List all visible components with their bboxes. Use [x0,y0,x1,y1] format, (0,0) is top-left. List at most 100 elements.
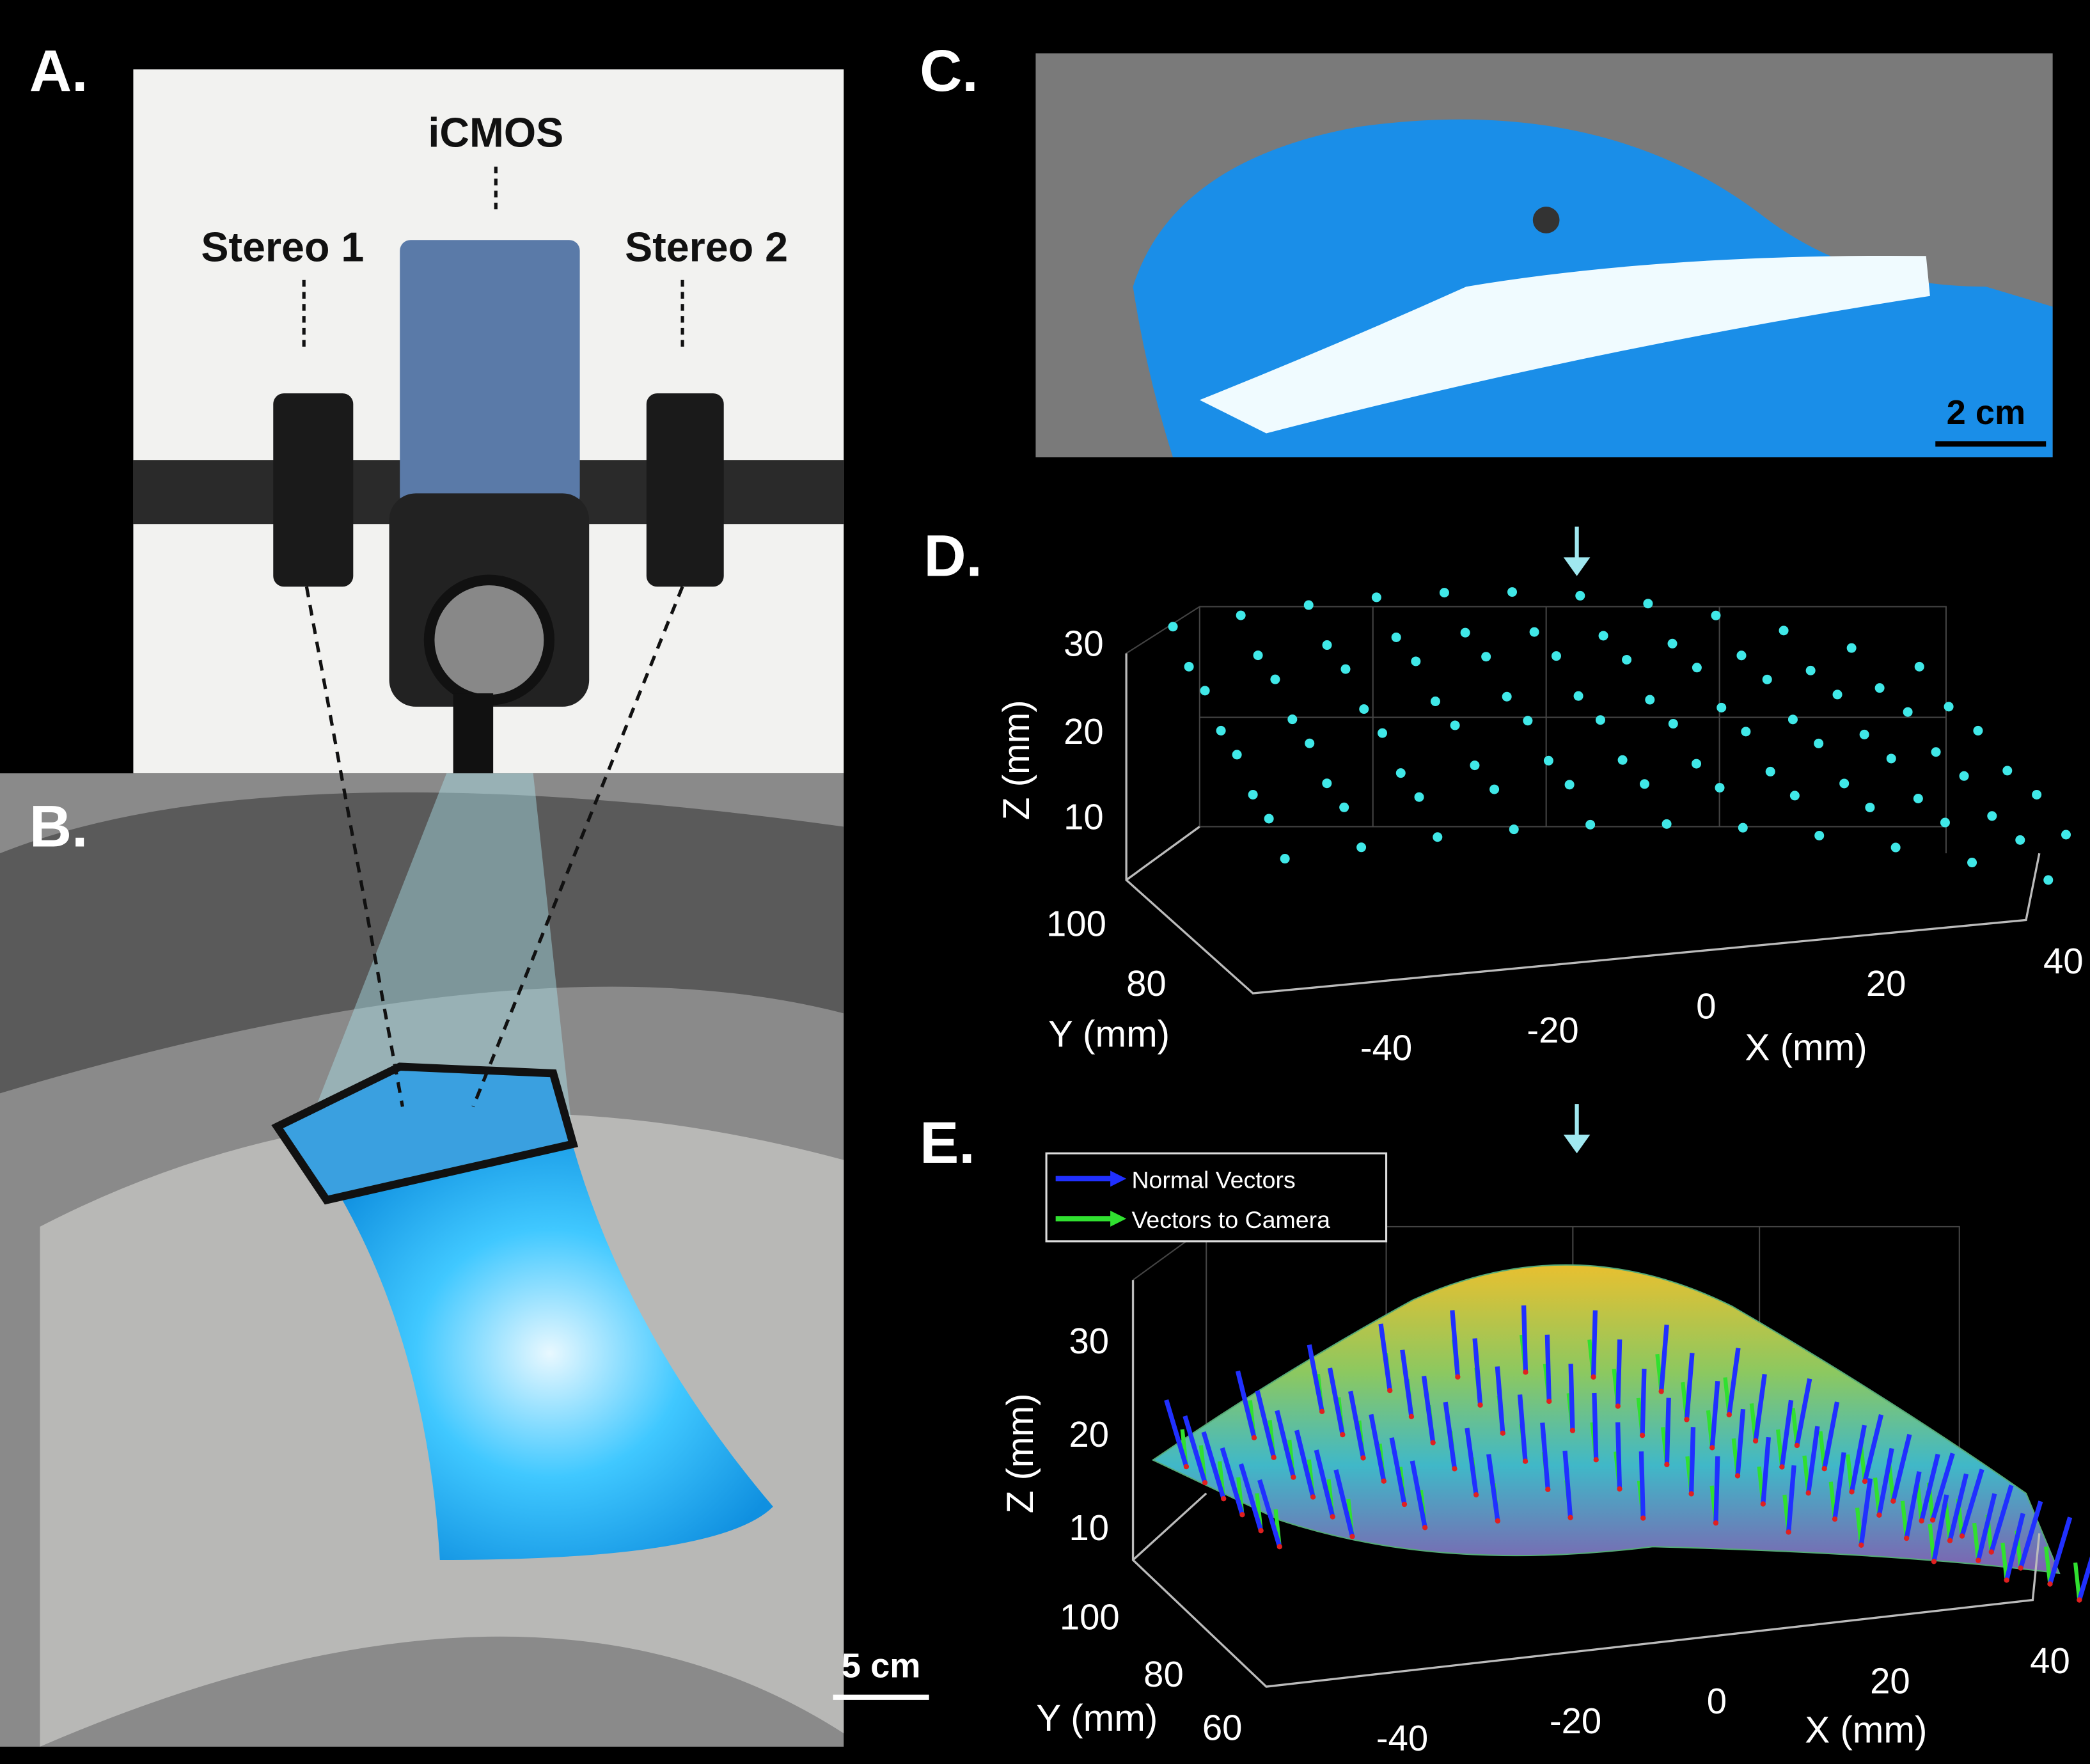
point [1987,811,1997,821]
point [1322,778,1332,788]
surface-point [1779,1464,1784,1469]
panel-label: E. [920,1110,975,1176]
surface-point [1713,1520,1718,1525]
surface-point [1727,1412,1732,1417]
y-tick-label: 80 [1126,963,1167,1004]
panel-label: B. [29,794,88,860]
point [1184,662,1194,672]
normal-vector [1692,1427,1693,1493]
surface-point [1387,1388,1392,1393]
surface-point [1806,1490,1811,1495]
point [1575,591,1585,601]
point [1865,803,1874,812]
panel-label: D. [923,524,982,589]
point [1168,622,1178,631]
z-axis-label: Z (mm) [1000,1393,1041,1513]
point [2015,835,2025,845]
surface-point [1664,1462,1669,1467]
point [1356,842,1366,852]
surface-point [1545,1487,1550,1492]
point [1711,611,1720,620]
surface-point [1947,1538,1952,1543]
surface-point [1591,1374,1596,1380]
surface-point [1310,1494,1316,1499]
surface-point [1568,1515,1573,1520]
x-tick-label: 40 [2030,1641,2070,1681]
point [1596,715,1605,725]
surface-point [1473,1492,1479,1497]
surface-point [1849,1489,1854,1494]
point [1489,785,1499,794]
surface-point [1904,1536,1909,1541]
z-axis-label: Z (mm) [996,700,1037,820]
point [1692,663,1702,672]
point [1232,750,1242,759]
point [1461,628,1470,638]
point [1270,675,1280,684]
surface-point [2077,1597,2082,1602]
legend-entry: Vectors to Camera [1131,1206,1330,1233]
z-tick-label: 30 [1069,1321,1109,1361]
point [1913,794,1923,803]
panel-c: 2 cm C. [920,38,2053,457]
y-axis-label: Y (mm) [1036,1697,1158,1739]
z-tick-label: 30 [1064,624,1104,664]
point [1887,753,1896,763]
normal-vector [1547,1335,1549,1401]
y-tick-label: 100 [1046,903,1106,943]
stereo-cam-2 [647,393,724,587]
point [1967,858,1977,867]
y-axis-label: Y (mm) [1048,1013,1170,1055]
point [1692,759,1701,769]
point [1643,599,1653,608]
normal-vector [1594,1393,1596,1460]
point [1860,730,1869,739]
surface-point [1381,1479,1387,1484]
surface-point [1546,1399,1552,1404]
point [1622,655,1631,665]
point [1392,633,1401,642]
point [1645,695,1654,705]
point [2061,830,2071,839]
surface-point [1832,1516,1837,1522]
surface-point [1252,1435,1257,1440]
point [1248,790,1258,799]
surface-point [1617,1486,1622,1492]
point [1305,739,1314,748]
x-tick-label: -40 [1360,1027,1412,1067]
point [1738,823,1748,833]
point [1669,719,1678,728]
point [1216,726,1226,736]
surface-point [1862,1479,1867,1484]
point [1788,714,1798,724]
surface-point [1688,1491,1693,1496]
surface-point [1455,1374,1460,1380]
surface-point [1184,1464,1189,1469]
surface-point [1658,1389,1663,1394]
surface-point [1709,1445,1715,1450]
panel-label: C. [920,38,978,104]
point [1779,626,1789,635]
point [1891,843,1901,853]
x-tick-label: 40 [2043,941,2084,981]
point [1717,703,1726,713]
surface-point [1258,1528,1263,1533]
point [1287,714,1297,724]
point [1481,652,1491,661]
point [1640,779,1649,789]
point [1359,704,1369,714]
point [1530,627,1539,637]
surface-point [2018,1565,2023,1570]
surface-point [1989,1549,1994,1554]
point [1280,854,1290,863]
point [1507,587,1517,597]
point [1585,820,1595,830]
point [1944,702,1954,711]
x-axis-label: X (mm) [1805,1710,1927,1751]
surface-point [1876,1513,1882,1518]
scale-label: 2 cm [1947,393,2026,432]
surface-point [1795,1443,1800,1448]
point [1470,760,1479,770]
x-tick-label: 0 [1707,1681,1727,1721]
x-tick-label: -20 [1550,1701,1601,1741]
